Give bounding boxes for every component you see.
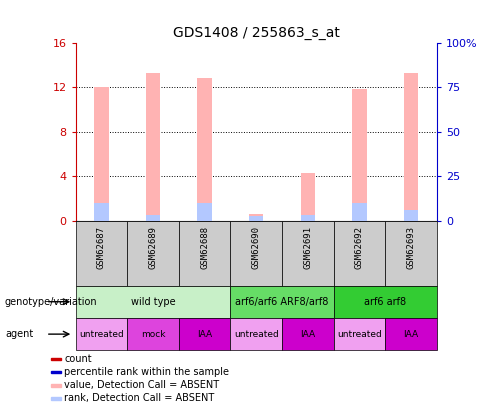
Text: GSM62689: GSM62689: [148, 226, 158, 269]
Bar: [249, 214, 264, 221]
Bar: [334, 221, 385, 286]
Bar: [197, 203, 212, 221]
Bar: [334, 318, 385, 350]
Text: IAA: IAA: [300, 330, 315, 339]
Bar: [197, 78, 212, 221]
Text: wild type: wild type: [131, 297, 175, 307]
Text: untreated: untreated: [337, 330, 382, 339]
Text: percentile rank within the sample: percentile rank within the sample: [64, 367, 229, 377]
Bar: [51, 384, 61, 386]
Text: agent: agent: [5, 329, 33, 339]
Bar: [94, 87, 109, 221]
Bar: [76, 286, 230, 318]
Text: GSM62688: GSM62688: [200, 226, 209, 269]
Bar: [230, 286, 334, 318]
Text: GSM62693: GSM62693: [407, 226, 415, 269]
Text: genotype/variation: genotype/variation: [5, 297, 98, 307]
Bar: [282, 221, 334, 286]
Text: arf6 arf8: arf6 arf8: [364, 297, 406, 307]
Bar: [352, 203, 366, 221]
Text: IAA: IAA: [404, 330, 419, 339]
Text: GSM62687: GSM62687: [97, 226, 106, 269]
Bar: [76, 318, 127, 350]
Bar: [385, 318, 437, 350]
Bar: [179, 221, 230, 286]
Bar: [404, 72, 418, 221]
Text: value, Detection Call = ABSENT: value, Detection Call = ABSENT: [64, 380, 219, 390]
Text: count: count: [64, 354, 92, 364]
Bar: [301, 215, 315, 221]
Text: GSM62691: GSM62691: [303, 226, 312, 269]
Bar: [146, 72, 160, 221]
Text: IAA: IAA: [197, 330, 212, 339]
Bar: [94, 203, 109, 221]
Text: GSM62692: GSM62692: [355, 226, 364, 269]
Text: untreated: untreated: [79, 330, 124, 339]
Bar: [282, 318, 334, 350]
Bar: [352, 90, 366, 221]
Title: GDS1408 / 255863_s_at: GDS1408 / 255863_s_at: [173, 26, 340, 40]
Text: GSM62690: GSM62690: [252, 226, 261, 269]
Text: rank, Detection Call = ABSENT: rank, Detection Call = ABSENT: [64, 393, 214, 403]
Bar: [127, 318, 179, 350]
Bar: [51, 397, 61, 400]
Bar: [51, 371, 61, 373]
Bar: [230, 221, 282, 286]
Bar: [230, 318, 282, 350]
Bar: [385, 221, 437, 286]
Bar: [51, 358, 61, 360]
Bar: [404, 210, 418, 221]
Text: mock: mock: [141, 330, 165, 339]
Bar: [146, 215, 160, 221]
Bar: [301, 173, 315, 221]
Text: untreated: untreated: [234, 330, 279, 339]
Text: arf6/arf6 ARF8/arf8: arf6/arf6 ARF8/arf8: [235, 297, 329, 307]
Bar: [127, 221, 179, 286]
Bar: [179, 318, 230, 350]
Bar: [334, 286, 437, 318]
Bar: [249, 216, 264, 221]
Bar: [76, 221, 127, 286]
